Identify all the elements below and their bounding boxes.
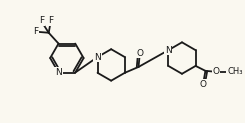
- Text: N: N: [165, 46, 172, 55]
- Text: N: N: [94, 53, 101, 62]
- Text: O: O: [213, 67, 220, 76]
- Text: O: O: [136, 49, 143, 58]
- Text: F: F: [33, 27, 38, 36]
- Text: F: F: [48, 16, 53, 25]
- Text: CH₃: CH₃: [227, 67, 243, 76]
- Text: O: O: [200, 80, 207, 89]
- Text: N: N: [55, 68, 62, 77]
- Text: F: F: [39, 16, 44, 25]
